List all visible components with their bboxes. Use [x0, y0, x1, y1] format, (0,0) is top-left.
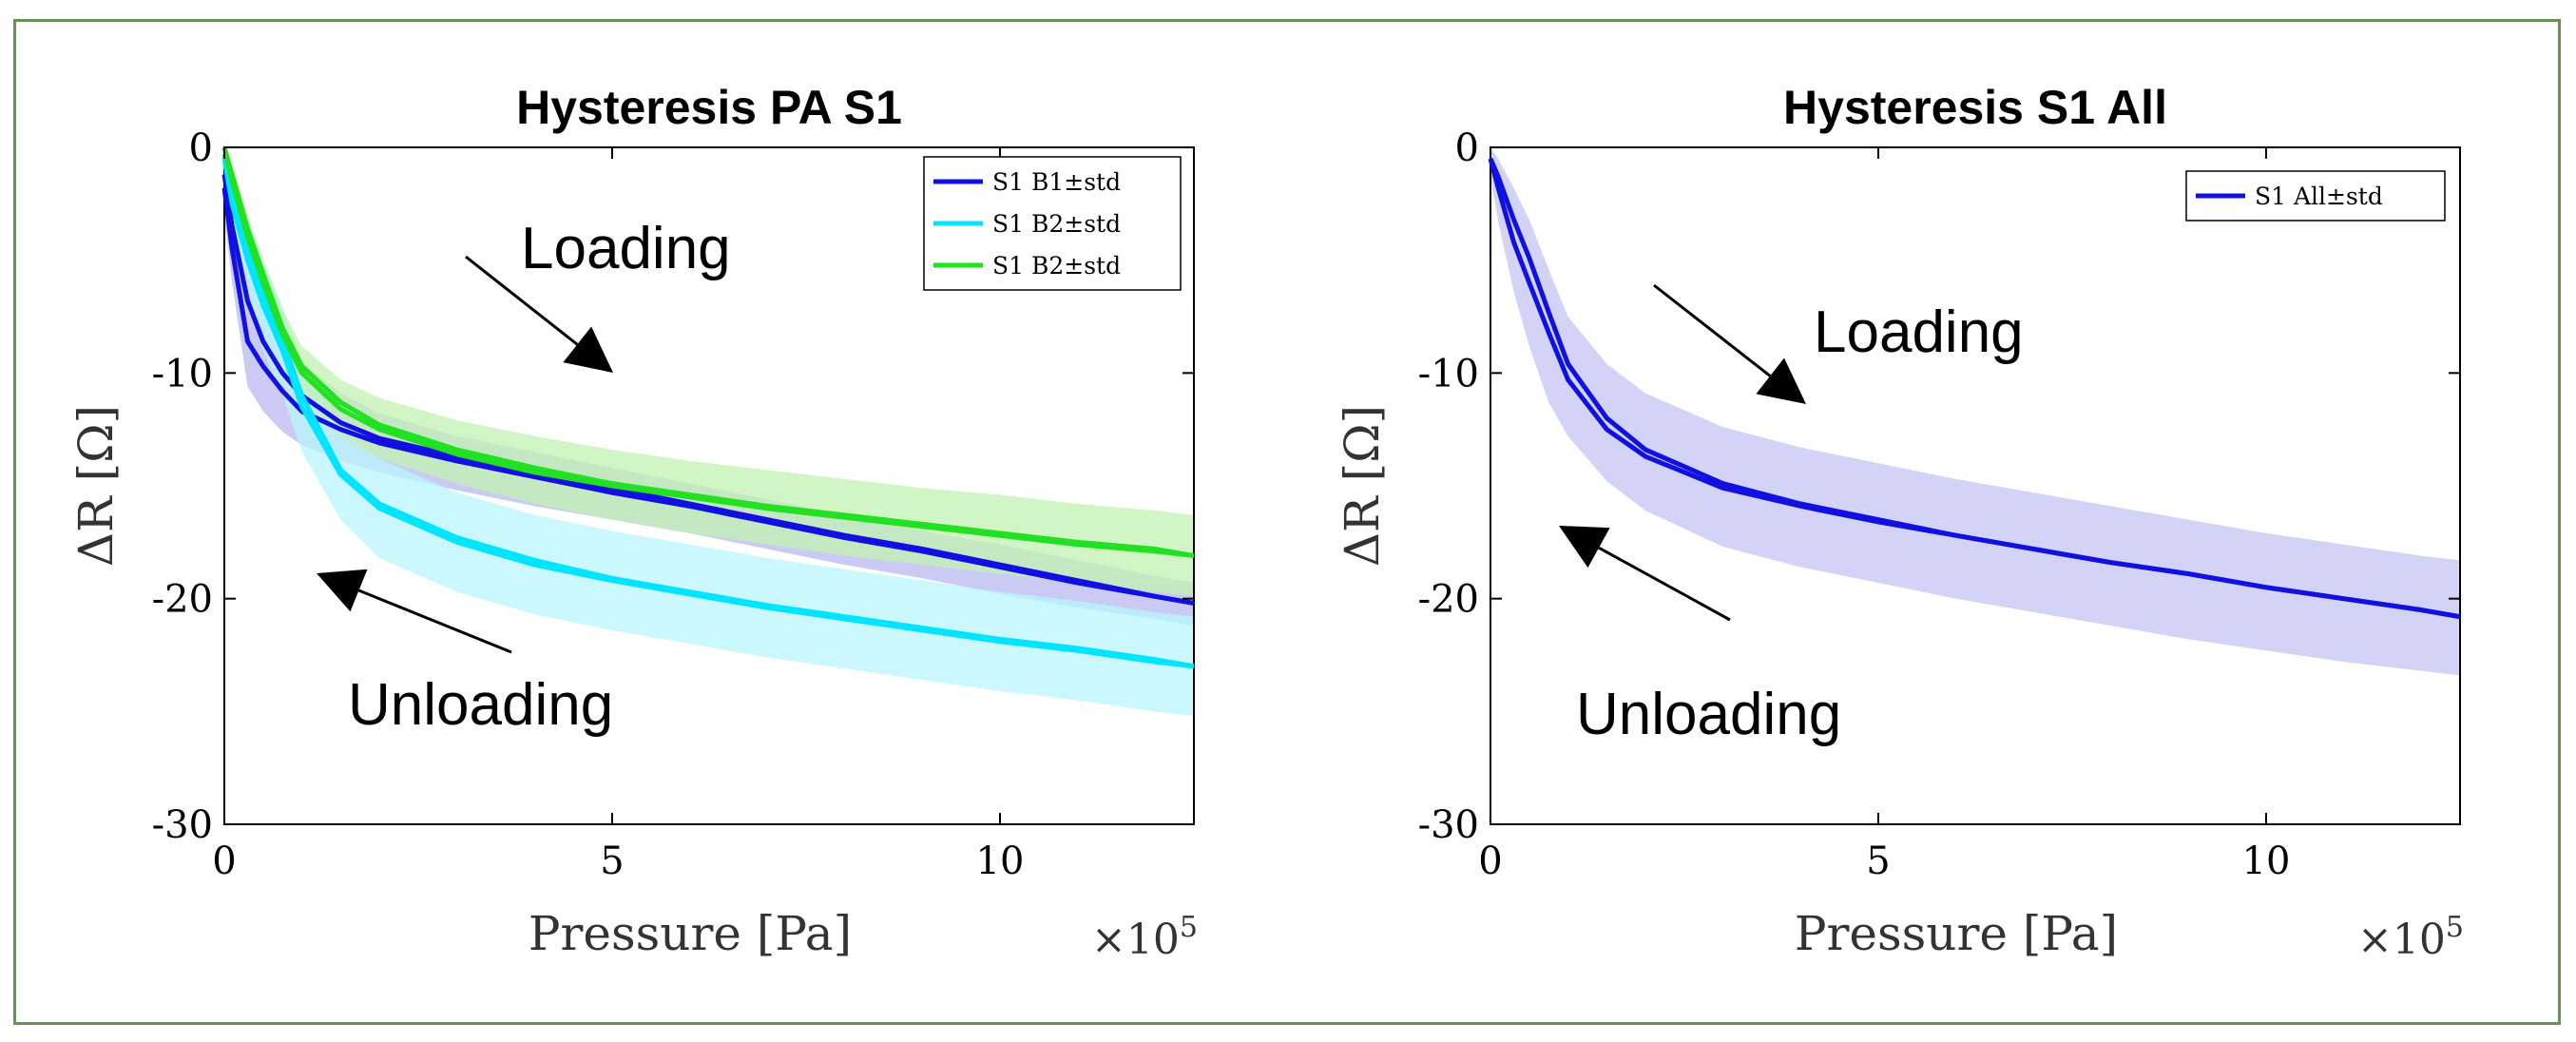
arrow-loading-head — [1756, 357, 1806, 404]
axis-ticks: 0 5 10 0 -10 -20 -30 — [1418, 126, 2460, 883]
annotation-unloading: Unloading — [1576, 682, 1841, 747]
annotation-loading: Loading — [1814, 299, 2024, 365]
axes-box — [223, 146, 1195, 825]
x-multiplier-base: ×10 — [1091, 916, 1180, 964]
annotations: Loading Unloading — [317, 216, 731, 738]
y-tick-label: -10 — [152, 352, 213, 396]
annotation-loading: Loading — [521, 216, 731, 281]
x-tick-label: 10 — [976, 839, 1025, 883]
std-band-2 — [224, 147, 1194, 717]
y-tick-label: -30 — [152, 803, 213, 847]
chart-title: Hysteresis S1 All — [1783, 81, 2167, 134]
axes-box — [1490, 146, 2461, 825]
arrow-loading-shaft — [465, 255, 579, 346]
x-multiplier-base: ×10 — [2357, 916, 2446, 964]
y-axis-label: ΔR [Ω] — [1335, 405, 1390, 567]
legend-label-1: S1 B1±std — [992, 168, 1121, 196]
x-tick-label: 0 — [1478, 839, 1502, 883]
series-lines — [221, 146, 1195, 669]
legend: S1 B1±std S1 B2±std S1 B2±std — [923, 156, 1182, 291]
annotations: Loading Unloading — [1559, 283, 2024, 747]
legend: S1 All±std — [2185, 170, 2446, 222]
x-tick-label: 5 — [600, 839, 624, 883]
arrow-loading-shaft — [1653, 283, 1772, 377]
y-tick-label: -10 — [1418, 352, 1479, 396]
arrow-unloading-shaft — [1598, 546, 1731, 622]
chart-title: Hysteresis PA S1 — [516, 81, 902, 134]
std-bands — [224, 147, 1194, 717]
std-band-3 — [224, 147, 1194, 597]
chart-hysteresis-pa-s1: 0 5 10 0 -10 -20 -30 Hysteresis PA S1 Pressure… — [68, 81, 1198, 964]
y-tick-label: -20 — [1418, 578, 1479, 622]
std-bands — [1490, 147, 2460, 676]
legend-label-3: S1 B2±std — [992, 252, 1121, 280]
y-tick-label: 0 — [1455, 126, 1479, 170]
series-2-unloading-line — [221, 153, 1195, 669]
series-1-unloading-line — [1488, 157, 2461, 620]
legend-label-2: S1 B2±std — [992, 210, 1121, 238]
arrow-loading-head — [563, 326, 613, 373]
chart-hysteresis-s1-all: 0 5 10 0 -10 -20 -30 Hysteresis S1 All Pressur… — [1335, 81, 2464, 964]
x-tick-label: 0 — [212, 839, 236, 883]
x-tick-label: 5 — [1866, 839, 1890, 883]
x-multiplier: ×105 — [1091, 911, 1198, 964]
x-tick-label: 10 — [2242, 839, 2291, 883]
y-tick-label: -30 — [1418, 803, 1479, 847]
arrow-unloading-shaft — [357, 589, 512, 654]
axis-ticks: 0 5 10 0 -10 -20 -30 — [152, 126, 1194, 883]
x-multiplier: ×105 — [2357, 911, 2464, 964]
arrow-unloading-head — [317, 569, 368, 612]
series-3-unloading-line — [221, 146, 1195, 559]
x-axis-label: Pressure [Pa] — [529, 906, 852, 961]
x-multiplier-exponent: 5 — [1180, 911, 1198, 944]
arrow-unloading-head — [1559, 526, 1610, 569]
x-multiplier-exponent: 5 — [2446, 911, 2464, 944]
y-tick-label: 0 — [189, 126, 213, 170]
y-axis-label: ΔR [Ω] — [68, 405, 124, 567]
series-lines — [1488, 157, 2461, 620]
y-tick-label: -20 — [152, 578, 213, 622]
std-band-1 — [1490, 147, 2460, 676]
annotation-unloading: Unloading — [348, 672, 613, 738]
legend-label-1: S1 All±std — [2255, 183, 2383, 210]
x-axis-label: Pressure [Pa] — [1795, 906, 2118, 961]
